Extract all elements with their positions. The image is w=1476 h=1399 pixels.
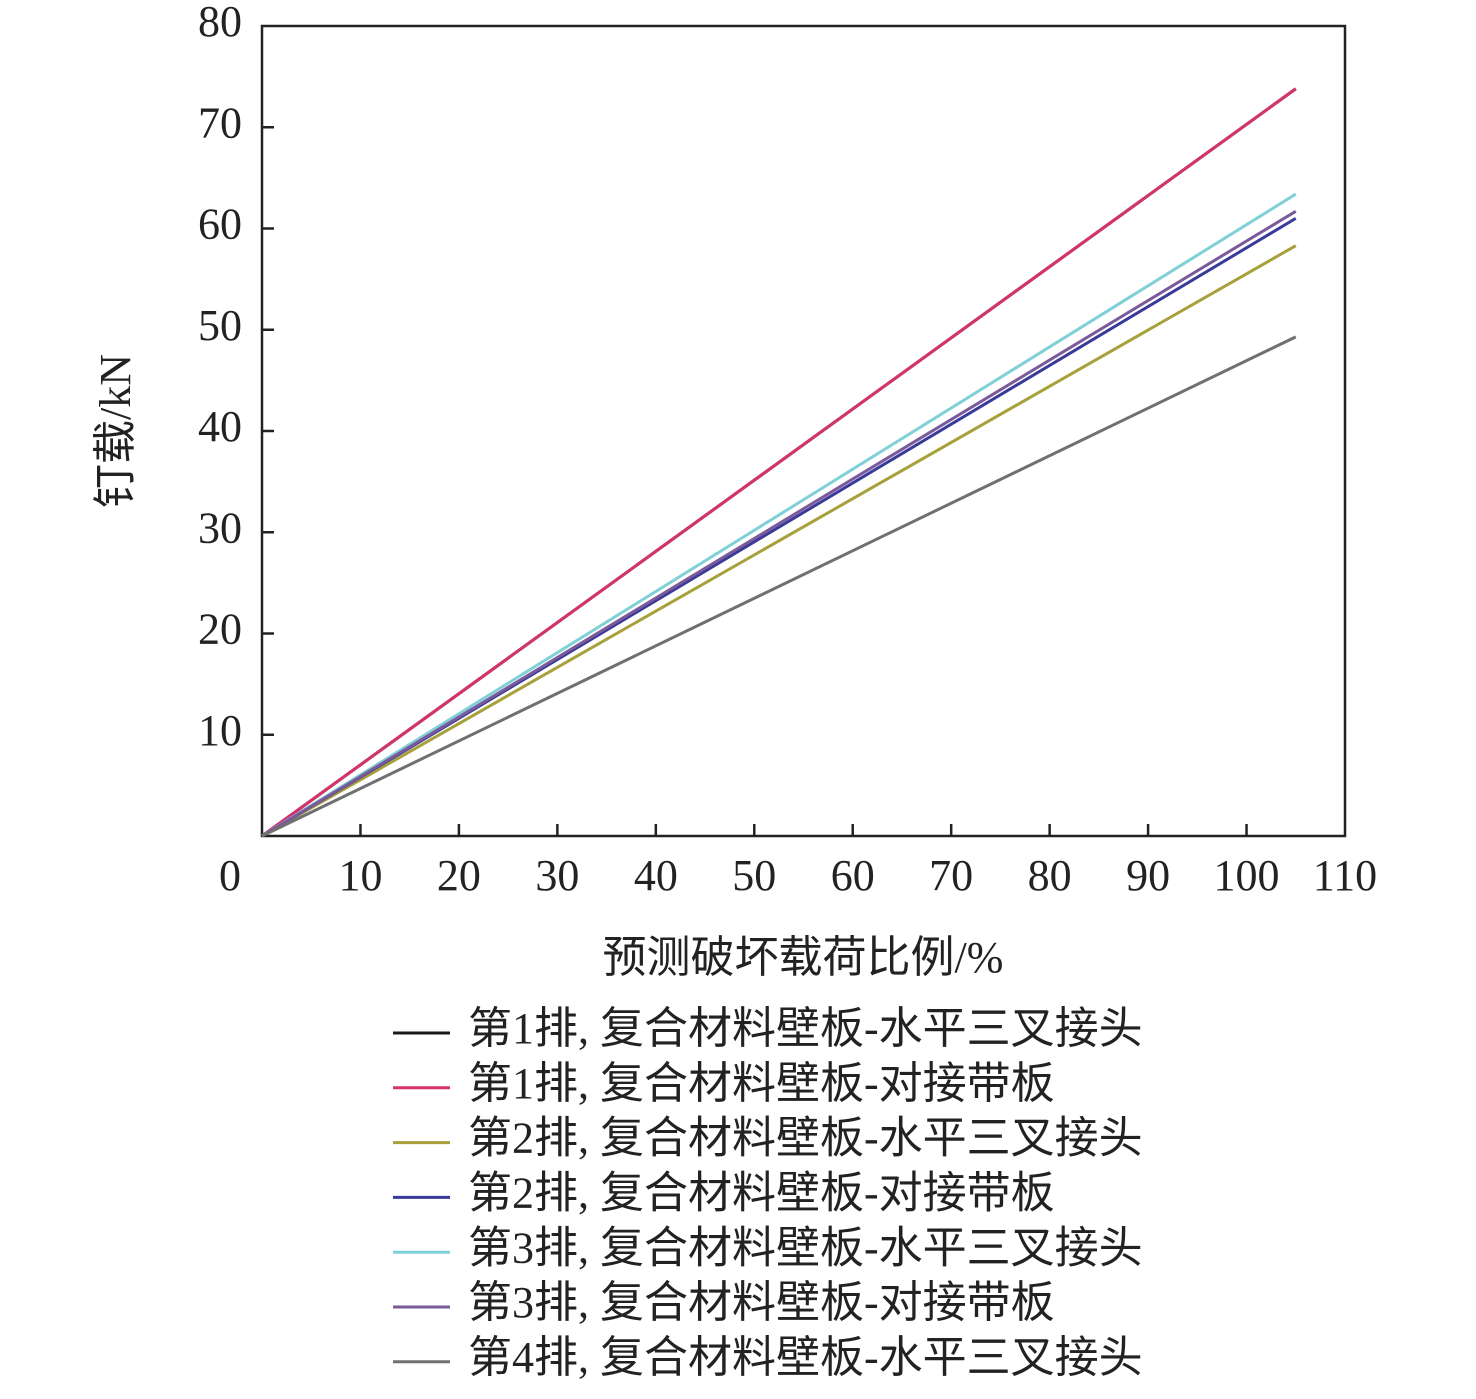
x-tick-label: 50 [732, 851, 776, 900]
legend-label: 第4排, 复合材料壁板-水平三叉接头 [468, 1333, 1143, 1382]
y-tick-label: 40 [198, 402, 242, 451]
series-line [261, 87, 1297, 838]
x-tick-label: 90 [1126, 851, 1170, 900]
legend-label: 第1排, 复合材料壁板-对接带板 [468, 1059, 1055, 1108]
x-axis-label: 预测破坏载荷比例/% [603, 933, 1004, 982]
y-tick-label: 50 [198, 301, 242, 350]
series-line [261, 210, 1297, 838]
y-tick-label: 10 [198, 706, 242, 755]
series-line [261, 192, 1297, 838]
x-tick-label: 10 [338, 851, 382, 900]
y-tick-label: 60 [198, 200, 242, 249]
x-tick-label: 20 [437, 851, 481, 900]
x-tick-label: 30 [535, 851, 579, 900]
x-tick-label: 0 [219, 851, 241, 900]
y-tick-label: 70 [198, 98, 242, 147]
x-tick-label: 40 [634, 851, 678, 900]
x-tick-label: 60 [831, 851, 875, 900]
x-tick-label: 110 [1313, 851, 1377, 900]
legend-label: 第3排, 复合材料壁板-水平三叉接头 [468, 1223, 1143, 1272]
x-tick-label: 70 [929, 851, 973, 900]
legend-label: 第3排, 复合材料壁板-对接带板 [468, 1278, 1055, 1327]
legend-label: 第2排, 复合材料壁板-水平三叉接头 [468, 1114, 1143, 1163]
legend-label: 第2排, 复合材料壁板-对接带板 [468, 1168, 1055, 1217]
y-axis-label: 钉载/kN [91, 354, 140, 508]
series-line [261, 335, 1297, 838]
x-tick-label: 80 [1028, 851, 1072, 900]
plot-frame [260, 24, 1347, 838]
legend-label: 第1排, 复合材料壁板-水平三叉接头 [468, 1004, 1143, 1053]
series-line [261, 244, 1297, 838]
y-tick-label: 80 [198, 0, 242, 46]
y-tick-label: 20 [198, 605, 242, 654]
y-tick-label: 30 [198, 503, 242, 552]
x-tick-label: 100 [1214, 851, 1280, 900]
